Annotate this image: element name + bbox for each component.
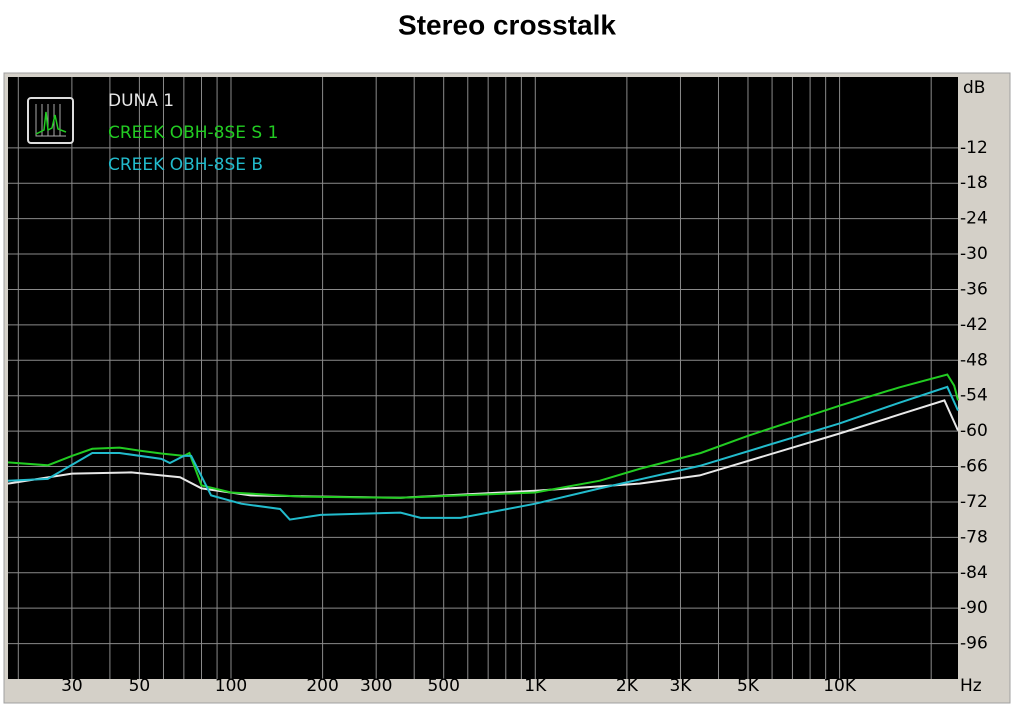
x-tick-label: 50 (129, 676, 151, 696)
y-tick-label: -78 (960, 527, 988, 547)
y-tick-label: -18 (960, 173, 988, 193)
series-line (7, 373, 959, 499)
legend-entry: DUNA 1 (108, 91, 174, 111)
x-tick-label: 500 (427, 676, 459, 696)
y-tick-label: -96 (960, 634, 988, 654)
legend: DUNA 1 CREEK OBH-8SE S 1 CREEK OBH-8SE B (108, 91, 278, 175)
legend-icon (27, 97, 74, 144)
y-tick-label: -24 (960, 209, 988, 229)
legend-entry: CREEK OBH-8SE B (108, 155, 263, 175)
y-tick-label: -72 (960, 492, 988, 512)
legend-entry: CREEK OBH-8SE S 1 (108, 123, 278, 143)
y-tick-label: -12 (960, 138, 988, 158)
x-tick-label: 3K (669, 676, 692, 696)
y-tick-label: -54 (960, 386, 988, 406)
plot-area (8, 77, 958, 679)
y-tick-label: -90 (960, 598, 988, 618)
lines (7, 373, 959, 521)
x-tick-label: 2K (616, 676, 639, 696)
x-unit: Hz (960, 676, 982, 696)
x-tick-label: 100 (215, 676, 247, 696)
y-tick-label: -30 (960, 244, 988, 264)
x-tick-label: 5K (737, 676, 760, 696)
series-line (7, 385, 959, 521)
y-unit: dB (963, 78, 985, 98)
x-tick-label: 30 (61, 676, 83, 696)
y-tick-label: -60 (960, 421, 988, 441)
x-tick-label: 300 (360, 676, 392, 696)
y-tick-label: -42 (960, 315, 988, 335)
y-tick-label: -48 (960, 350, 988, 370)
x-tick-label: 10K (823, 676, 857, 696)
grid (8, 77, 958, 679)
y-tick-label: -66 (960, 457, 988, 477)
y-tick-label: -84 (960, 563, 988, 583)
x-tick-label: 1K (524, 676, 547, 696)
x-tick-label: 200 (306, 676, 338, 696)
y-tick-label: -36 (960, 279, 988, 299)
chart-title: Stereo crosstalk (398, 9, 616, 40)
